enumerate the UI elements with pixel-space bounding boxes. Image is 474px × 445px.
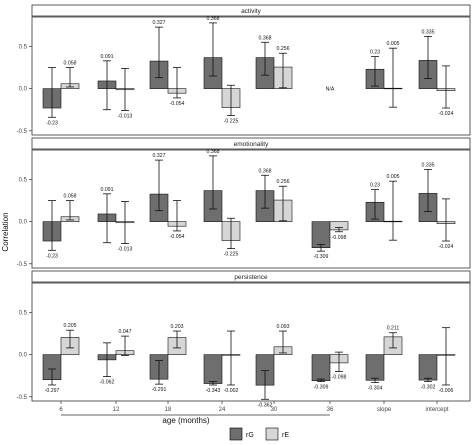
y-axis-title: Correlation [1,212,10,251]
x-tick-label: slope [377,407,392,413]
panel-border [31,16,471,136]
data-label-rG: 0.368 [207,16,220,22]
y-tick-label: -0.5 [17,129,28,135]
data-label-rG: -0.23 [46,120,58,126]
data-label-rG: 0.327 [153,20,166,26]
data-label-rG: -0.304 [368,385,383,391]
x-tick-label: 30 [271,407,278,413]
legend-label-rG: rG [246,432,254,439]
panel-title: activity [241,8,262,15]
data-label-rG: 0.368 [259,35,272,41]
panel-border [31,282,471,402]
bar-rG [311,354,331,381]
panel-strip [31,137,471,150]
data-label-rG: -0.291 [152,387,167,393]
legend: rG rE [229,427,289,441]
bar-rG [365,354,385,381]
data-label-rE: 0.058 [64,61,77,67]
panel-activity: activity 0.5 0.0 -0.5 -0.23 0.058 0.091 -0.013 0… [17,4,471,136]
data-label-rG: 0.23 [370,183,380,189]
data-label-rE: -0.054 [170,101,185,107]
data-label-rG: 0.368 [207,149,220,155]
data-label-rE: 0.211 [387,326,400,332]
data-label-rE: 0.005 [387,174,400,180]
data-label-rG: -0.309 [314,254,329,260]
y-tick-label: 0.5 [19,311,28,317]
x-tick-label: 18 [165,407,172,413]
data-label-rE: -0.006 [439,388,454,394]
data-label-rG: 0.23 [370,50,380,56]
panel-persistence: persistence 0.5 0.0 -0.5 -0.297 0.205 -0.062 0.… [17,270,471,408]
x-tick-label: intercept [425,407,448,413]
bar-rG [203,354,223,384]
y-tick-label: 0.0 [19,220,28,226]
bar-rG [311,221,331,248]
panel-title: emotionality [234,141,269,148]
data-label-rG: -0.23 [46,253,58,259]
panel-strip [31,270,471,283]
data-label-rG: 0.335 [422,162,435,168]
y-tick-label: 0.5 [19,178,28,184]
data-label-rE: 0.205 [64,323,77,329]
panel-title: persistence [234,274,268,281]
data-label-rE: -0.024 [439,111,454,117]
legend-swatch-rG [229,427,243,441]
data-label-rG: -0.362 [258,402,273,408]
data-label-rE: -0.002 [224,388,239,394]
panel-border [31,149,471,269]
x-tick-label: 6 [59,407,63,413]
data-label-rG: 0.335 [422,29,435,35]
data-label-rE: -0.225 [224,252,239,258]
data-label-rE: -0.013 [118,247,133,253]
y-tick-label: 0.0 [19,353,28,359]
data-label-rG: -0.062 [100,380,115,386]
y-tick-label: 0.0 [19,87,28,93]
x-tick-label: 36 [327,407,334,413]
x-axis: 6 12 18 24 30 36 slope intercept [59,401,449,416]
data-label-rE: -0.054 [170,234,185,240]
bar-rG [418,354,438,381]
x-tick-label: 12 [113,407,120,413]
data-label-rE: -0.024 [439,244,454,250]
data-label-rE: 0.256 [277,179,290,185]
data-label-rE: 0.203 [171,324,184,330]
data-label-rG: 0.368 [259,168,272,174]
data-label-rE: 0.256 [277,46,290,52]
y-tick-label: -0.5 [17,395,28,401]
data-label-rG: 0.327 [153,153,166,159]
data-label-rG: 0.091 [101,187,114,193]
legend-swatch-rE [265,427,279,441]
x-tick-label: 24 [219,407,226,413]
y-tick-label: 0.5 [19,45,28,51]
data-label-rE: -0.098 [332,235,347,241]
y-tick-label: -0.5 [17,262,28,268]
data-label-rE: 0.093 [277,324,290,330]
data-label-rE: -0.225 [224,119,239,125]
data-label-rG: -0.343 [206,388,221,394]
data-label-rE: 0.047 [119,329,132,335]
data-label-rE: -0.098 [332,375,347,381]
data-label-rE: 0.058 [64,194,77,200]
data-label-rG: -0.302 [421,385,436,391]
na-label: N/A [326,87,335,93]
data-label-rE: 0.005 [387,41,400,47]
data-label-rG: 0.091 [101,54,114,60]
panel-strip [31,4,471,17]
data-label-rE: -0.013 [118,114,133,120]
data-label-rG: -0.297 [45,388,60,394]
panel-emotionality: emotionality 0.5 0.0 -0.5 -0.23 0.058 0.091 -0.… [17,137,471,269]
legend-label-rE: rE [282,432,289,439]
x-axis-title: age (months) [162,416,209,425]
data-label-rG: -0.309 [314,385,329,391]
